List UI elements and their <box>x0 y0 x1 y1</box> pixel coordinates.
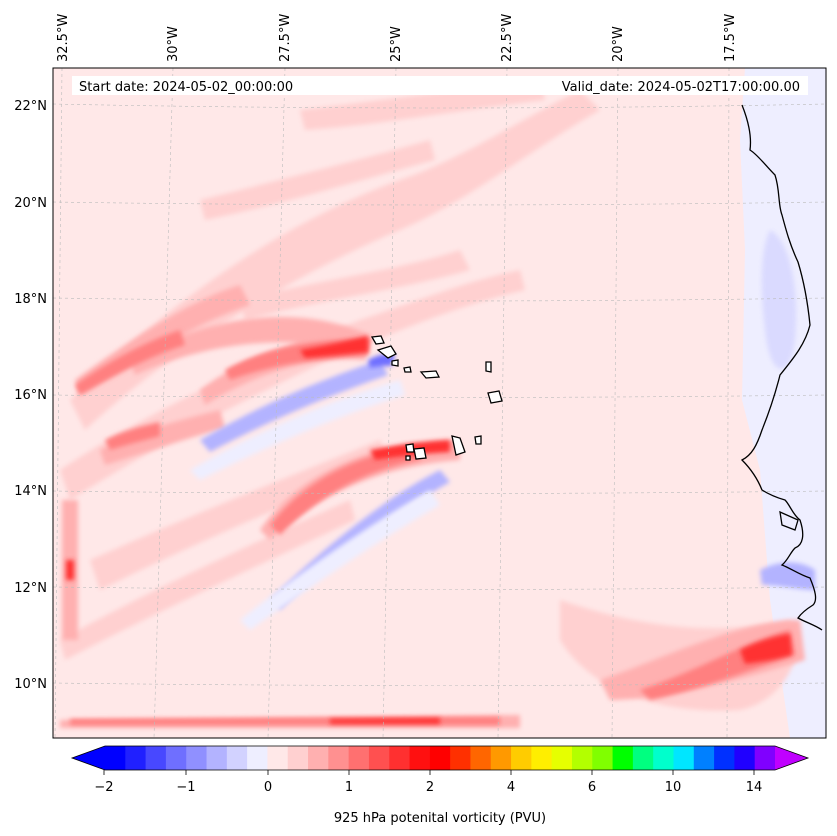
colorbar-segment <box>165 746 187 770</box>
colorbar-tick-label: −1 <box>176 780 195 795</box>
colorbar-segment <box>653 746 675 770</box>
pv-field <box>60 68 826 738</box>
colorbar-segment <box>531 746 553 770</box>
colorbar-label: 925 hPa potenital vorticity (PVU) <box>334 811 546 826</box>
colorbar-segment <box>693 746 715 770</box>
start-date: Start date: 2024-05-02_00:00:00 <box>79 80 293 95</box>
colorbar-segment <box>348 746 370 770</box>
valid-date: Valid_date: 2024-05-02T17:00:00.00 <box>562 80 800 95</box>
colorbar-tick-label: 4 <box>507 780 515 795</box>
colorbar-tick-label: −2 <box>94 780 113 795</box>
colorbar-segment <box>409 746 431 770</box>
colorbar-extend-high <box>775 746 808 770</box>
colorbar-segment <box>450 746 472 770</box>
lat-label: 22°N <box>14 99 47 114</box>
gridlines <box>53 68 826 738</box>
lat-label: 20°N <box>14 196 47 211</box>
colorbar-segment <box>429 746 451 770</box>
colorbar-segment <box>368 746 390 770</box>
colorbar-tick-label: 2 <box>426 780 434 795</box>
colorbar-segment <box>287 746 309 770</box>
lon-label: 17.5°W <box>723 14 738 62</box>
colorbar-tick-label: 1 <box>345 780 353 795</box>
colorbar-segment <box>145 746 167 770</box>
colorbar-segments <box>105 746 776 770</box>
lat-labels: 22°N 20°N 18°N 16°N 14°N 12°N 10°N <box>14 99 47 692</box>
colorbar-segment <box>511 746 532 770</box>
colorbar-segment <box>206 746 228 770</box>
colorbar-segment <box>125 746 147 770</box>
colorbar-ticks <box>103 770 755 775</box>
colorbar-segment <box>734 746 756 770</box>
colorbar-segment <box>470 746 492 770</box>
colorbar-tick-label: 0 <box>264 780 272 795</box>
colorbar-segment <box>673 746 695 770</box>
colorbar-segment <box>105 746 126 770</box>
map-area <box>53 68 826 738</box>
lat-label: 10°N <box>14 677 47 692</box>
lon-labels: 32.5°W 30°W 27.5°W 25°W 22.5°W 20°W 17.5… <box>56 14 738 62</box>
colorbar-segment <box>571 746 593 770</box>
coastline-africa <box>740 104 823 631</box>
colorbar-segment <box>592 746 614 770</box>
colorbar-segment <box>267 746 289 770</box>
colorbar-tick-label: 10 <box>665 780 682 795</box>
lon-label: 30°W <box>166 26 181 62</box>
colorbar-segment <box>389 746 411 770</box>
colorbar-tick-labels: −2 −1 0 1 2 4 6 10 14 <box>94 780 762 795</box>
colorbar: −2 −1 0 1 2 4 6 10 14 925 hPa potenital … <box>70 745 810 826</box>
colorbar-segment <box>308 746 329 770</box>
colorbar-segment <box>328 746 350 770</box>
lat-label: 16°N <box>14 388 47 403</box>
date-box <box>72 76 808 95</box>
colorbar-segment <box>490 746 512 770</box>
lon-label: 25°W <box>389 26 404 62</box>
lon-label: 27.5°W <box>278 14 293 62</box>
lat-label: 12°N <box>14 581 47 596</box>
colorbar-segment <box>612 746 634 770</box>
colorbar-extend-low <box>72 746 105 770</box>
lat-label: 14°N <box>14 484 47 499</box>
colorbar-segment <box>754 746 776 770</box>
map-frame <box>52 67 827 739</box>
colorbar-outline <box>70 745 810 771</box>
lon-label: 32.5°W <box>56 14 71 62</box>
colorbar-segment <box>186 746 208 770</box>
cape-verde-islands <box>370 335 503 461</box>
lon-label: 20°W <box>611 26 626 62</box>
colorbar-segment <box>247 746 269 770</box>
colorbar-segment <box>714 746 735 770</box>
colorbar-tick-label: 6 <box>588 780 596 795</box>
lon-label: 22.5°W <box>500 14 515 62</box>
colorbar-segment <box>632 746 654 770</box>
lat-label: 18°N <box>14 292 47 307</box>
colorbar-segment <box>226 746 248 770</box>
colorbar-tick-label: 14 <box>746 780 763 795</box>
colorbar-segment <box>551 746 573 770</box>
